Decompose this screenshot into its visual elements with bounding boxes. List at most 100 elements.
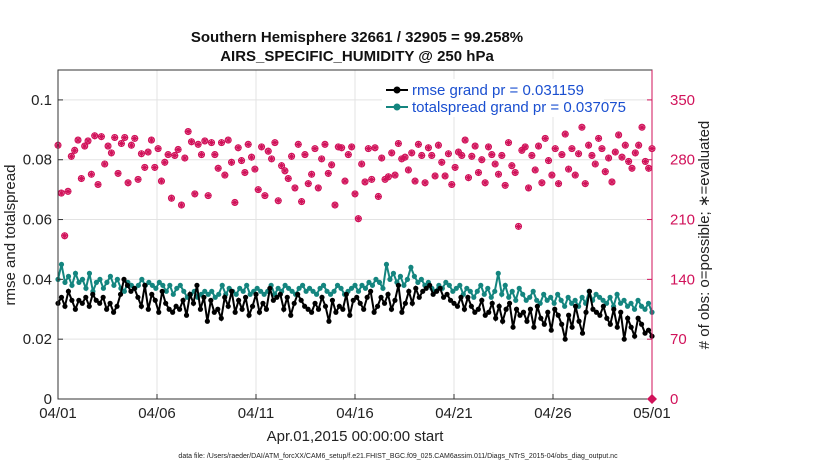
rmse-point (288, 312, 294, 318)
spread-point (453, 285, 459, 291)
obs-evaluated-marker (338, 144, 346, 152)
rmse-point (638, 321, 645, 327)
obs-evaluated-marker (201, 137, 209, 145)
rmse-point (131, 285, 138, 291)
obs-evaluated-marker (274, 197, 282, 205)
legend-rmse-marker (393, 86, 401, 94)
spread-point (390, 270, 397, 276)
chart-title: Southern Hemisphere 32661 / 32905 = 99.2… (191, 29, 523, 46)
spread-point (534, 297, 540, 303)
spread-point (135, 282, 141, 288)
obs-evaluated-marker (535, 142, 542, 150)
obs-evaluated-marker (511, 169, 519, 176)
rmse-point (562, 336, 568, 342)
obs-evaluated-marker (398, 155, 406, 163)
rmse-point (159, 288, 165, 294)
rmse-point (479, 297, 485, 303)
rmse-point (527, 306, 534, 312)
rmse-point (371, 309, 377, 315)
obs-evaluated-marker (341, 177, 349, 185)
spread-point (167, 282, 173, 288)
rmse-point (76, 297, 82, 303)
rmse-point (597, 312, 603, 318)
spread-point (209, 288, 215, 294)
spread-point (551, 300, 557, 306)
rmse-point (482, 312, 488, 318)
spread-point (527, 294, 533, 300)
rmse-point (642, 330, 648, 336)
rmse-point (121, 276, 127, 282)
obs-evaluated-marker (408, 149, 416, 157)
spread-point (593, 291, 599, 297)
obs-evaluated-marker (498, 152, 506, 159)
rmse-point (354, 294, 360, 300)
obs-evaluated-marker (461, 136, 469, 144)
rmse-point (572, 303, 579, 309)
rmse-point (114, 303, 120, 309)
rmse-point (194, 282, 200, 288)
obs-evaluated-marker (268, 155, 275, 163)
obs-evaluated-marker (238, 157, 245, 164)
rmse-point (632, 333, 638, 339)
spread-point (317, 285, 323, 291)
obs-evaluated-marker (91, 132, 99, 140)
rmse-point (239, 306, 245, 312)
rmse-point (579, 330, 586, 336)
rmse-point (79, 300, 85, 306)
obs-evaluated-marker (148, 136, 155, 144)
obs-evaluated-marker (615, 131, 623, 139)
rmse-point (142, 282, 148, 288)
spread-point (558, 297, 564, 303)
spread-point (261, 291, 267, 297)
spread-point (478, 282, 484, 288)
obs-evaluated-marker (104, 142, 112, 150)
spread-point (600, 297, 606, 303)
rmse-point (83, 294, 89, 300)
spread-point (404, 276, 411, 282)
obs-evaluated-marker (294, 140, 302, 148)
obs-evaluated-marker (538, 179, 546, 187)
rmse-point (135, 294, 141, 300)
spread-point (86, 270, 93, 276)
spread-point (93, 279, 100, 285)
rmse-point (180, 297, 186, 303)
spread-point (418, 276, 424, 282)
y-tick-label: 0.06 (23, 212, 52, 229)
obs-count-markers (54, 123, 656, 240)
spread-point (555, 291, 561, 297)
spread-point (352, 282, 358, 288)
obs-evaluated-marker (411, 177, 419, 185)
obs-evaluated-marker (171, 152, 179, 159)
obs-evaluated-marker (328, 161, 336, 169)
rmse-point (350, 297, 356, 303)
obs-evaluated-marker (134, 175, 142, 183)
spread-point (114, 276, 120, 282)
obs-evaluated-marker (348, 143, 356, 151)
obs-evaluated-marker (178, 201, 185, 209)
obs-evaluated-marker (421, 179, 429, 187)
spread-point (153, 285, 159, 291)
obs-evaluated-marker (284, 175, 292, 182)
rmse-point (607, 321, 613, 327)
rmse-point (475, 306, 481, 312)
obs-evaluated-marker (605, 154, 613, 162)
rmse-point (465, 294, 471, 300)
obs-evaluated-marker (488, 151, 496, 158)
rmse-point (434, 288, 440, 294)
obs-evaluated-marker (57, 189, 65, 197)
spread-point (310, 288, 316, 294)
spread-point (177, 282, 183, 288)
y-tick-label: 0.08 (23, 152, 52, 169)
rmse-point (541, 321, 547, 327)
spread-point (530, 288, 536, 294)
obs-evaluated-marker (541, 134, 549, 142)
rmse-point (392, 297, 398, 303)
spread-point (502, 282, 508, 288)
rmse-point (548, 327, 554, 333)
obs-evaluated-marker (138, 150, 145, 158)
obs-evaluated-marker (625, 158, 633, 165)
rmse-point (72, 306, 78, 312)
obs-evaluated-marker (404, 166, 412, 174)
rmse-point (590, 306, 596, 312)
spread-point (579, 294, 585, 300)
